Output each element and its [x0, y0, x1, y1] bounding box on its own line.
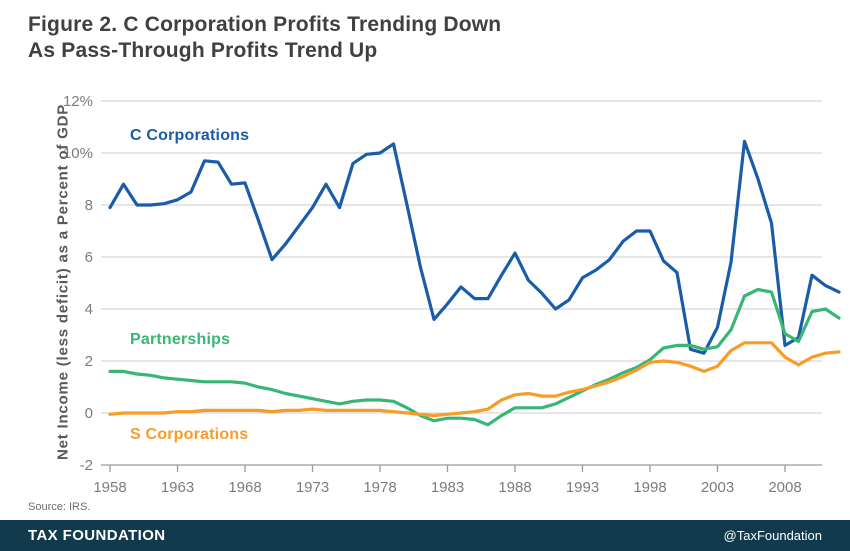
y-tick-label: 8: [85, 197, 93, 214]
series-line-partnerships: [108, 287, 841, 427]
x-tick-label: 1958: [93, 479, 126, 496]
source-note: Source: IRS.: [28, 501, 91, 513]
y-tick-label: 0: [85, 405, 93, 422]
y-tick-label: 10%: [63, 145, 93, 162]
y-tick-label: 12%: [63, 93, 93, 110]
x-tick-label: 1983: [431, 479, 464, 496]
series-line-c-corporations: [108, 139, 841, 355]
x-tick-label: 1963: [161, 479, 194, 496]
series-label-c-corporations: C Corporations: [130, 127, 250, 144]
x-tick-label: 1978: [363, 479, 396, 496]
x-tick-label: 2003: [701, 479, 734, 496]
y-tick-label: -2: [80, 457, 93, 474]
y-tick-label: 6: [85, 249, 93, 266]
x-tick-label: 1998: [633, 479, 666, 496]
series-label-s-corporations: S Corporations: [130, 426, 249, 443]
chart-title-line2: As Pass-Through Profits Trend Up: [28, 39, 378, 62]
x-tick-label: 1993: [566, 479, 599, 496]
series-line-s-corporations: [108, 341, 841, 418]
y-tick-label: 4: [85, 301, 93, 318]
footer-twitter-handle: @TaxFoundation: [723, 528, 822, 543]
x-tick-label: 1973: [296, 479, 329, 496]
footer-bar: TAX FOUNDATION @TaxFoundation: [0, 520, 850, 551]
x-tick-label: 2008: [768, 479, 801, 496]
x-tick-label: 1968: [228, 479, 261, 496]
series-label-partnerships: Partnerships: [130, 331, 231, 348]
footer-brand: TAX FOUNDATION: [28, 527, 166, 544]
chart-title: Figure 2. C Corporation Profits Trending…: [28, 12, 501, 64]
chart-title-line1: Figure 2. C Corporation Profits Trending…: [28, 13, 502, 36]
y-tick-label: 2: [85, 353, 93, 370]
x-tick-label: 1988: [498, 479, 531, 496]
